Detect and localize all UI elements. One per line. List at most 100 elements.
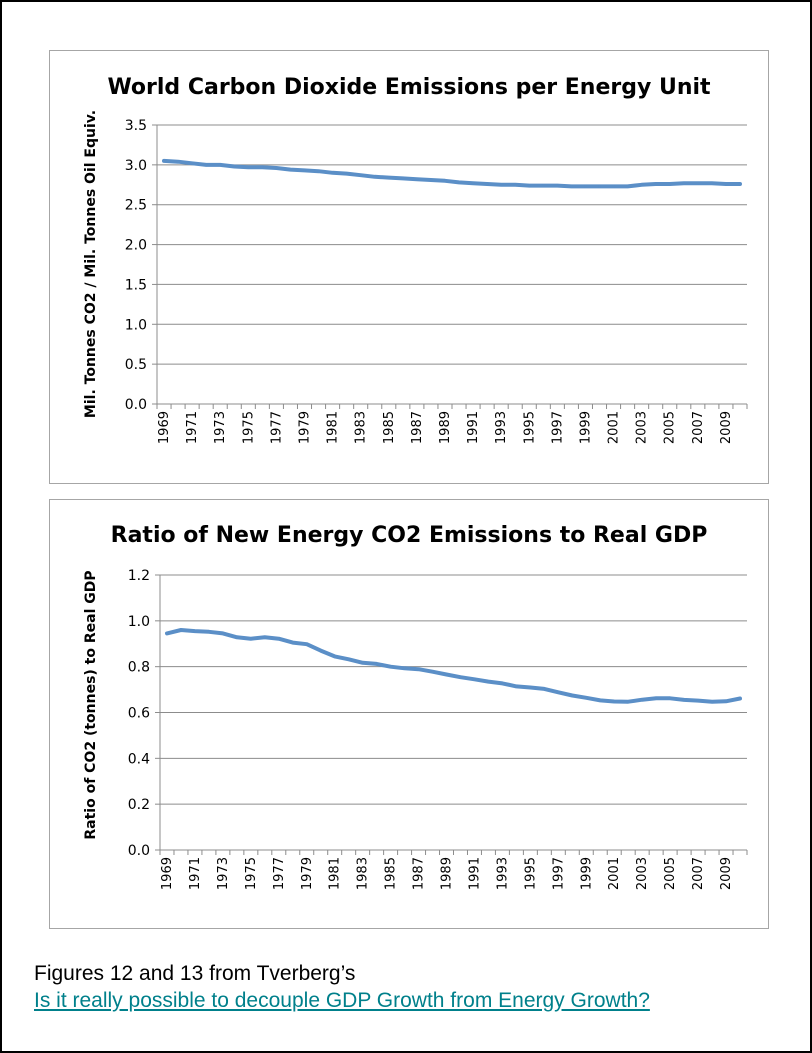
x-tick-label: 1997 — [550, 411, 565, 444]
data-point — [626, 700, 630, 704]
data-point — [347, 657, 351, 661]
data-point — [738, 182, 742, 186]
data-point — [485, 182, 489, 186]
data-point — [305, 642, 309, 646]
data-point — [303, 168, 306, 172]
data-point — [513, 183, 517, 187]
data-point — [654, 696, 658, 700]
data-point — [696, 699, 700, 703]
data-point — [235, 635, 239, 639]
data-point — [555, 184, 559, 188]
data-point — [710, 181, 714, 185]
data-point — [458, 675, 462, 679]
y-axis-title: Mil. Tonnes CO2 / Mil. Tonnes Oil Equiv. — [83, 110, 99, 418]
data-point — [654, 182, 658, 186]
data-point — [417, 667, 421, 671]
chart-panel-co2-to-gdp: Ratio of New Energy CO2 Emissions to Rea… — [49, 499, 769, 929]
data-point — [640, 183, 644, 187]
x-tick-label: 2003 — [635, 857, 650, 890]
figure-caption: Figures 12 and 13 from Tverberg’s Is it … — [34, 960, 794, 1014]
source-article-link[interactable]: Is it really possible to decouple GDP Gr… — [34, 989, 650, 1012]
data-point — [696, 181, 700, 185]
data-point — [232, 164, 236, 168]
x-tick-label: 1975 — [244, 857, 259, 890]
data-point — [277, 637, 281, 641]
x-tick-label: 1975 — [241, 411, 256, 444]
data-point — [190, 161, 194, 165]
chart-title: Ratio of New Energy CO2 Emissions to Rea… — [111, 523, 708, 548]
chart-co2-per-energy: World Carbon Dioxide Emissions per Energ… — [83, 75, 748, 444]
data-point — [570, 694, 574, 698]
y-tick-label: 2.5 — [125, 198, 147, 214]
data-point — [640, 698, 644, 702]
y-tick-label: 0.4 — [128, 751, 150, 767]
x-tick-label: 1987 — [410, 411, 425, 444]
data-point — [682, 181, 686, 185]
x-tick-label: 1981 — [328, 857, 343, 890]
data-point — [499, 183, 503, 187]
chart-co2-to-gdp: Ratio of New Energy CO2 Emissions to Rea… — [83, 523, 748, 890]
data-point — [204, 163, 208, 167]
x-tick-label: 1977 — [272, 857, 287, 890]
x-tick-label: 1991 — [466, 411, 481, 444]
x-tick-label: 1999 — [578, 411, 593, 444]
x-tick-label: 1983 — [356, 857, 371, 890]
data-point — [246, 165, 250, 169]
x-tick-label: 1989 — [438, 411, 453, 444]
data-point — [668, 696, 672, 700]
x-tick-label: 1985 — [382, 411, 397, 444]
x-tick-label: 1987 — [412, 857, 427, 890]
data-point — [527, 184, 531, 188]
data-point — [569, 184, 573, 188]
y-tick-label: 0.5 — [125, 357, 147, 373]
data-point — [274, 166, 278, 170]
data-point — [319, 649, 323, 653]
data-point — [556, 690, 560, 694]
x-tick-label: 1983 — [354, 411, 369, 444]
x-tick-label: 2009 — [719, 411, 734, 444]
x-tick-label: 1973 — [216, 857, 231, 890]
series-line — [162, 158, 742, 189]
data-point — [218, 163, 222, 167]
data-point — [387, 176, 391, 180]
y-tick-label: 1.5 — [125, 277, 147, 293]
data-point — [738, 697, 742, 701]
data-point — [179, 628, 183, 632]
data-point — [500, 681, 504, 685]
y-tick-label: 0.6 — [128, 706, 150, 722]
data-point — [331, 171, 335, 175]
data-point — [626, 184, 630, 188]
x-tick-label: 2007 — [691, 857, 706, 890]
data-point — [710, 700, 714, 704]
data-point — [375, 662, 379, 666]
caption-text: Figures 12 and 13 from Tverberg’s — [34, 962, 356, 985]
x-tick-label: 2005 — [663, 857, 678, 890]
x-tick-label: 1981 — [326, 411, 341, 444]
x-tick-label: 2007 — [691, 411, 706, 444]
data-point — [486, 680, 490, 684]
data-point — [345, 172, 349, 176]
y-tick-label: 2.0 — [125, 238, 147, 254]
data-point — [457, 180, 461, 184]
x-tick-label: 1971 — [185, 411, 200, 444]
x-tick-label: 1991 — [467, 857, 482, 890]
data-point — [193, 629, 197, 633]
x-tick-label: 2001 — [607, 857, 622, 890]
x-tick-label: 1985 — [384, 857, 399, 890]
x-tick-label: 2009 — [719, 857, 734, 890]
data-point — [165, 631, 169, 635]
x-tick-label: 1999 — [579, 857, 594, 890]
y-tick-label: 3.0 — [125, 158, 147, 174]
data-point — [333, 654, 337, 658]
data-point — [221, 631, 225, 635]
y-tick-label: 0.8 — [128, 660, 150, 676]
y-tick-label: 1.0 — [128, 614, 150, 630]
y-axis-title: Ratio of CO2 (tonnes) to Real GDP — [83, 570, 99, 839]
data-point — [291, 641, 295, 645]
series-line — [165, 628, 742, 704]
x-tick-label: 1993 — [494, 411, 509, 444]
x-tick-label: 1969 — [157, 411, 172, 444]
chart-panel-co2-per-energy: World Carbon Dioxide Emissions per Energ… — [49, 50, 769, 484]
data-point — [415, 177, 419, 181]
